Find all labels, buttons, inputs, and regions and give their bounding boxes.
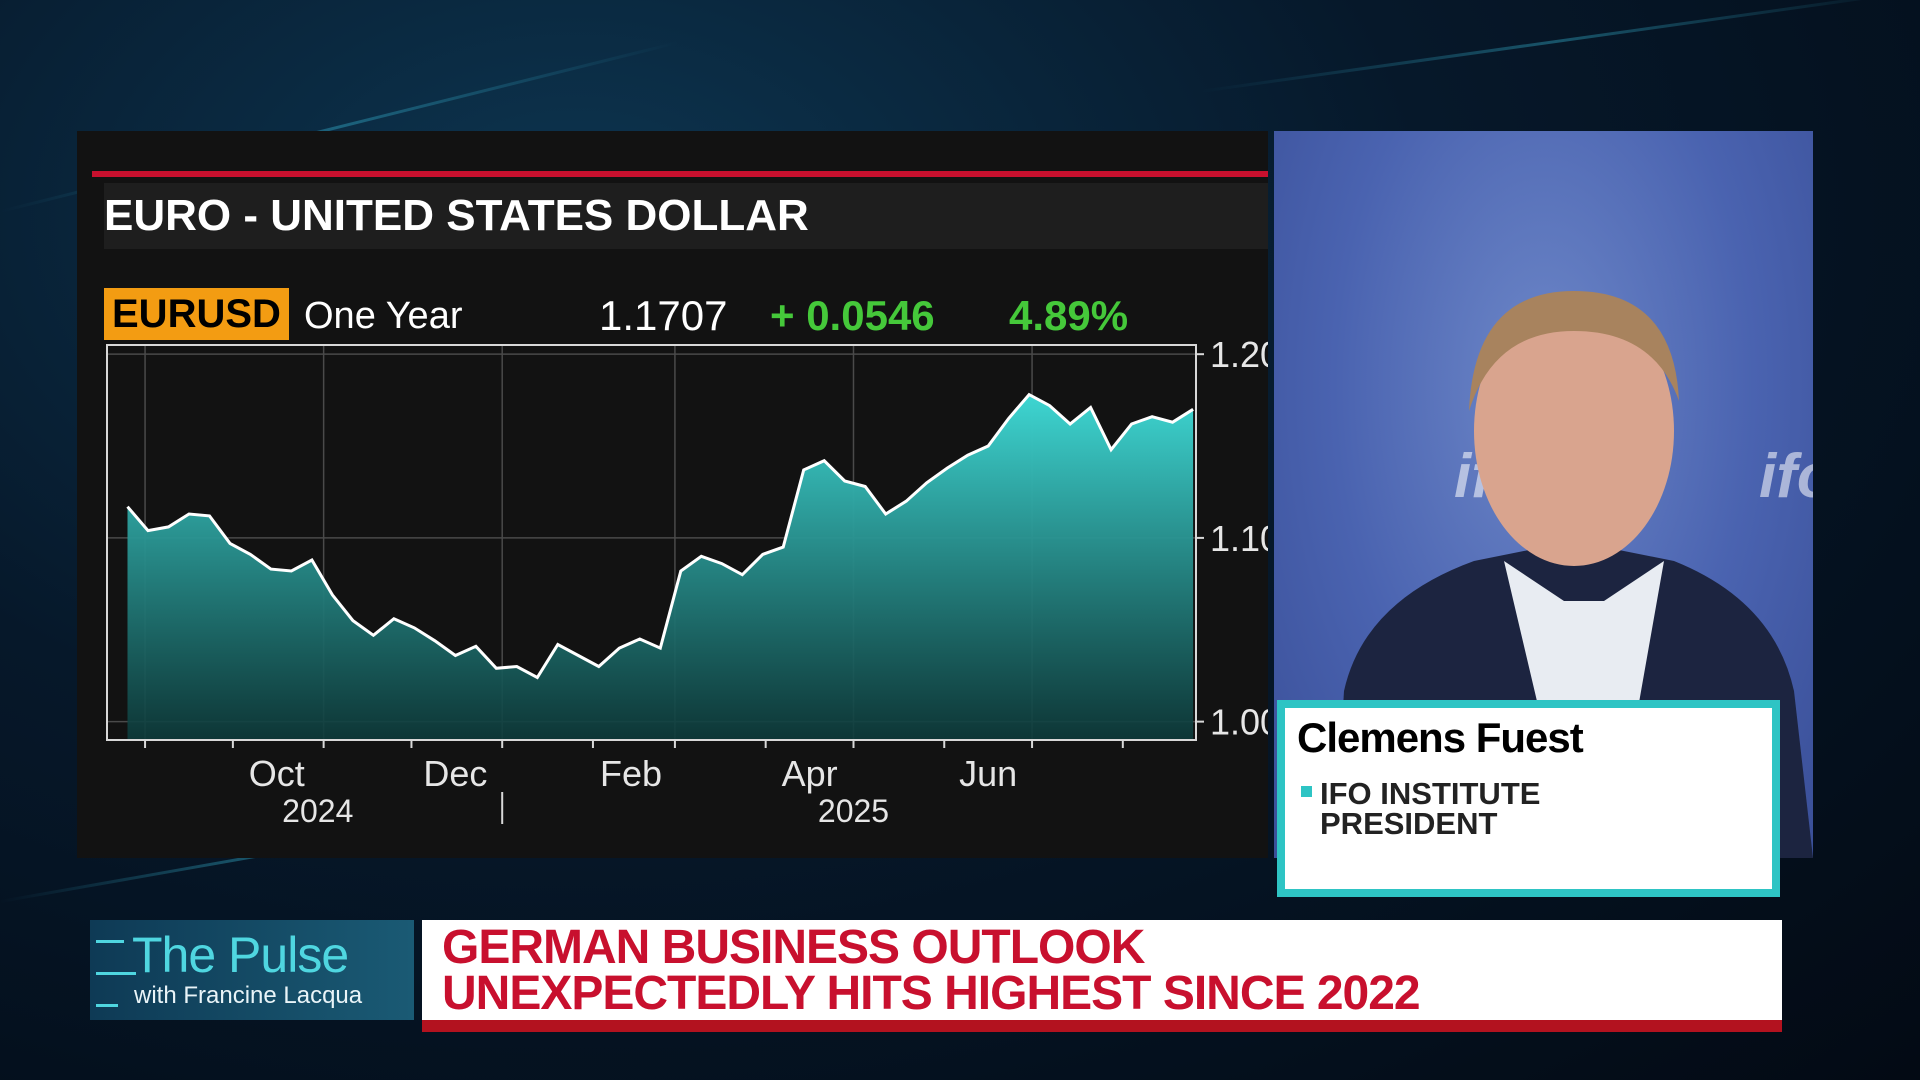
guest-title-line1: IFO INSTITUTE (1320, 776, 1541, 811)
ticker-badge: EURUSD (104, 288, 289, 340)
last-price: 1.1707 (599, 292, 728, 339)
chart-panel: EURO - UNITED STATES DOLLAR EURUSD One Y… (77, 131, 1268, 858)
y-tick-label: 1.2000 (1210, 334, 1268, 375)
x-tick-label: Dec (423, 753, 487, 794)
ifo-logo: ifo (1759, 442, 1813, 511)
percent-change: 4.89% (1009, 292, 1129, 339)
price-line (126, 392, 1194, 680)
y-tick-label: 1.0000 (1210, 702, 1268, 743)
headline-line2: UNEXPECTEDLY HITS HIGHEST SINCE 2022 (442, 967, 1421, 1020)
guest-name: Clemens Fuest (1297, 714, 1584, 761)
guest-title-line2: PRESIDENT (1320, 806, 1498, 841)
chart-title-text: EURO - UNITED STATES DOLLAR (104, 191, 809, 240)
logo-dash (96, 940, 124, 943)
price-area (127, 394, 1194, 740)
price-chart: 1.2000 1.1000 1.0000 Oct Dec Feb Apr Jun 2024 202… (106, 334, 1268, 829)
background-streak (1199, 0, 1914, 93)
ticker-row: EURUSD One Year 1.1707 + 0.0546 4.89% (104, 288, 1204, 344)
chart-title: EURO - UNITED STATES DOLLAR (104, 183, 1268, 249)
guest-namecard: Clemens Fuest IFO INSTITUTE PRESIDENT (1277, 700, 1780, 897)
x-year-label: 2024 (282, 793, 353, 829)
net-change: + 0.0546 (770, 292, 935, 339)
x-tick-label: Oct (249, 753, 305, 794)
chart-accent-bar (92, 171, 1268, 177)
show-logo: The Pulse with Francine Lacqua (90, 920, 414, 1020)
plot-frame (106, 344, 1197, 741)
x-tick-label: Apr (782, 753, 838, 794)
y-tick-label: 1.1000 (1210, 518, 1268, 559)
title-bullet (1301, 786, 1312, 797)
logo-dash (96, 972, 136, 975)
logo-dash (96, 1004, 118, 1007)
x-year-label: 2025 (818, 793, 889, 829)
period-label: One Year (304, 295, 463, 337)
show-host: with Francine Lacqua (134, 982, 363, 1009)
headline-banner: GERMAN BUSINESS OUTLOOK UNEXPECTEDLY HIT… (422, 920, 1782, 1020)
x-tick-label: Feb (600, 753, 662, 794)
show-name: The Pulse (132, 927, 349, 983)
headline-accent-bar (422, 1020, 1782, 1032)
headline-line1: GERMAN BUSINESS OUTLOOK (442, 921, 1145, 974)
x-tick-label: Jun (959, 753, 1017, 794)
